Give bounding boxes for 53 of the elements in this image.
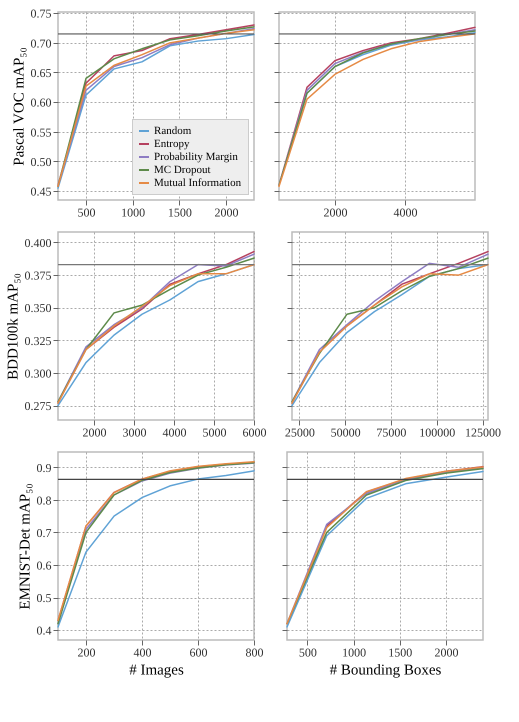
y-tick-label: 0.75 [30, 6, 52, 21]
x-axis-title: # Bounding Boxes [330, 662, 442, 678]
x-tick-label: 100000 [419, 426, 456, 440]
x-tick-label: 3000 [122, 426, 146, 440]
y-tick-label: 0.350 [24, 301, 52, 316]
x-tick-label: 6000 [242, 426, 266, 440]
x-tick-label: 1000 [342, 646, 366, 660]
x-tick-label: 200 [78, 646, 96, 660]
x-tick-label: 2000 [82, 426, 106, 440]
y-axis-title: Pascal VOC mAP₅₀ [12, 47, 28, 166]
x-tick-label: 4000 [162, 426, 186, 440]
y-tick-label: 0.55 [30, 125, 52, 140]
x-tick-label: 50000 [330, 426, 361, 440]
x-tick-label: 5000 [202, 426, 226, 440]
x-tick-label: 500 [78, 206, 96, 220]
y-tick-label: 0.400 [24, 236, 52, 250]
legend-label: Random [154, 125, 192, 137]
y-tick-label: 0.300 [24, 366, 52, 380]
legend-label: MC Dropout [154, 164, 211, 176]
x-tick-label: 2000 [324, 206, 348, 220]
x-tick-label: 75000 [376, 426, 406, 440]
x-tick-label: 2000 [214, 206, 238, 220]
y-tick-label: 0.45 [30, 184, 52, 199]
y-axis-title: BDD100k mAP₅₀ [6, 273, 22, 380]
y-axis-title: EMNIST-Det mAP₅₀ [18, 483, 34, 610]
x-tick-label: 600 [190, 646, 208, 660]
y-tick-label: 0.4 [36, 624, 52, 638]
x-tick-label: 1500 [168, 206, 192, 220]
y-tick-label: 0.9 [36, 460, 52, 475]
x-tick-label: 1000 [121, 206, 146, 220]
y-tick-label: 0.325 [24, 334, 52, 348]
x-tick-label: 25000 [284, 426, 315, 440]
y-tick-label: 0.275 [24, 399, 52, 414]
y-tick-label: 0.50 [30, 154, 52, 169]
y-tick-label: 0.70 [30, 36, 52, 50]
legend-label: Mutual Information [154, 177, 242, 189]
x-axis-title: # Images [129, 662, 184, 678]
y-tick-label: 0.8 [36, 493, 52, 508]
legend-label: Probability Margin [154, 151, 238, 163]
x-tick-label: 500 [298, 646, 317, 660]
y-tick-label: 0.65 [30, 66, 52, 80]
y-tick-label: 0.5 [36, 591, 52, 606]
legend-label: Entropy [154, 138, 190, 150]
x-tick-label: 400 [134, 646, 152, 660]
x-tick-label: 2000 [434, 646, 459, 660]
y-tick-label: 0.375 [24, 268, 52, 283]
x-tick-label: 1500 [388, 646, 412, 660]
y-tick-label: 0.60 [30, 96, 52, 110]
y-tick-label: 0.6 [36, 558, 52, 573]
y-tick-label: 0.7 [36, 526, 52, 540]
x-tick-label: 4000 [394, 206, 418, 220]
x-tick-label: 125000 [465, 426, 502, 440]
x-tick-label: 800 [246, 646, 264, 660]
